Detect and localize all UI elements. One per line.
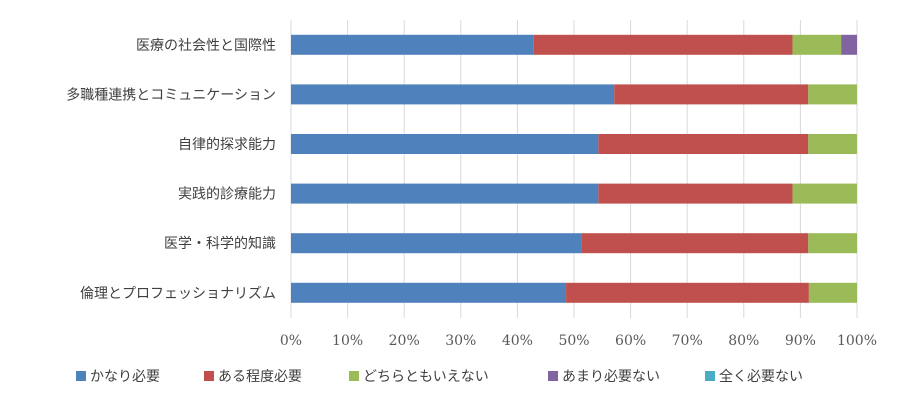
bar-segment xyxy=(808,84,857,105)
bar-segment xyxy=(598,134,809,154)
x-tick-label: 80% xyxy=(728,333,759,349)
x-tick-label: 70% xyxy=(672,333,703,349)
x-tick-label: 90% xyxy=(785,333,816,349)
x-tick-label: 60% xyxy=(615,333,646,349)
x-tick-label: 40% xyxy=(502,333,533,349)
bar-segment xyxy=(291,183,599,204)
legend-label: あまり必要ない xyxy=(562,369,660,385)
bar-segment xyxy=(614,84,809,105)
x-tick-label: 20% xyxy=(389,333,420,349)
legend-swatch xyxy=(548,371,558,381)
bar-segment xyxy=(291,282,567,303)
category-label: 実践的診療能力 xyxy=(178,186,276,203)
legend-swatch xyxy=(204,371,214,381)
bar-segment xyxy=(291,34,534,55)
legend-label: かなり必要 xyxy=(90,369,160,385)
bar-segment xyxy=(792,34,842,55)
bar-segment xyxy=(808,282,857,303)
category-labels: 医療の社会性と国際性多職種連携とコミュニケーション自律的探求能力実践的診療能力医… xyxy=(66,37,276,302)
bar-segment xyxy=(808,134,857,154)
legend-label: ある程度必要 xyxy=(218,369,302,385)
x-tick-labels: 0% 10% 20% 30% 40% 50% 60% 70% 80% 90% 100% xyxy=(280,333,877,349)
category-label: 自律的探求能力 xyxy=(178,137,276,153)
bar-segment xyxy=(566,282,809,303)
bar-segment xyxy=(291,84,615,105)
x-tick-label: 50% xyxy=(558,333,589,349)
x-tick-label: 10% xyxy=(332,333,363,349)
bars xyxy=(291,34,857,303)
bar-segment xyxy=(291,233,582,254)
bar-segment xyxy=(581,233,809,254)
category-label: 倫理とプロフェッショナリズム xyxy=(80,286,276,302)
bar-segment xyxy=(291,134,599,154)
legend-label: どちらともいえない xyxy=(363,369,489,385)
legend-swatch xyxy=(349,371,359,381)
x-tick-label: 100% xyxy=(837,333,877,349)
category-label: 多職種連携とコミュニケーション xyxy=(66,86,276,103)
x-tick-label: 30% xyxy=(445,333,476,349)
bar-segment xyxy=(533,34,793,55)
grid-lines xyxy=(290,20,858,318)
category-label: 医療の社会性と国際性 xyxy=(136,37,276,54)
x-tick-label: 0% xyxy=(280,333,302,349)
category-label: 医学・科学的知識 xyxy=(164,235,276,252)
legend-swatch xyxy=(76,371,86,381)
bar-segment xyxy=(792,183,857,204)
bar-segment xyxy=(598,183,793,204)
legend: かなり必要 ある程度必要 どちらともいえない あまり必要ない 全く必要ない xyxy=(76,368,803,385)
bar-segment xyxy=(841,34,857,55)
legend-swatch xyxy=(705,371,715,381)
bar-segment xyxy=(808,233,857,254)
legend-label: 全く必要ない xyxy=(719,368,803,385)
